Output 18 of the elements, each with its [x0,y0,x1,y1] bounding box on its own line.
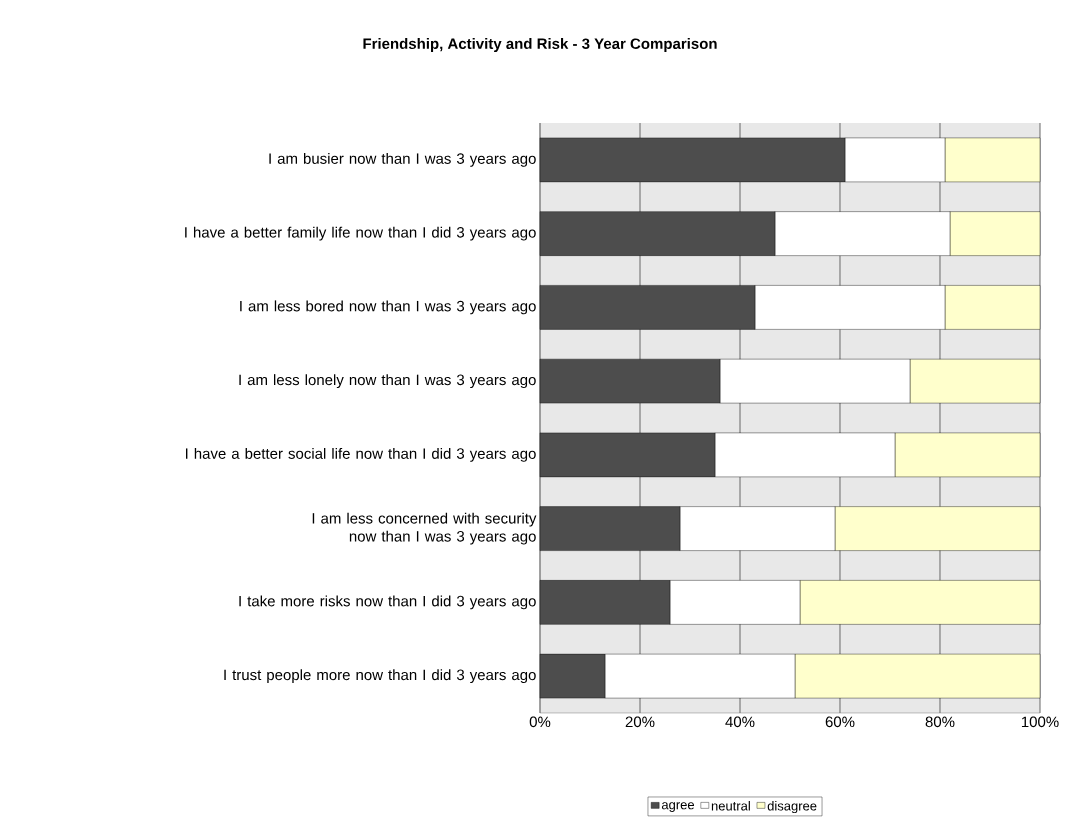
y-tick-label: I trust people more now than I did 3 years ago [224,669,536,684]
x-tick-label: 20% [625,716,655,728]
x-tick-label: 80% [925,716,955,728]
chart-title: Friendship, Activity and Risk - 3 Year Comparison [363,38,717,52]
x-tick-label: 100% [1021,716,1059,728]
x-tick-label: 60% [825,716,855,728]
y-tick-label: I am less lonely now than I was 3 years ago [239,374,536,389]
y-tick-label: I am busier now than I was 3 years ago [269,152,536,167]
y-tick-label: I have a better social life now than I did 3 years ago [185,447,536,462]
y-tick-label: I am less concerned with security now than I was 3 years ago [312,512,537,545]
x-tick-label: 40% [725,716,755,728]
y-tick-label: I have a better family life now than I did 3 years ago [185,226,536,241]
legend-label: neutral [711,800,750,811]
legend-label: disagree [767,800,817,814]
legend-label: agree [661,802,695,812]
x-tick-label: 0% [529,716,551,728]
y-tick-label: I take more risks now than I did 3 years ago [239,595,536,610]
y-tick-label: I am less bored now than I was 3 years ago [240,300,536,315]
